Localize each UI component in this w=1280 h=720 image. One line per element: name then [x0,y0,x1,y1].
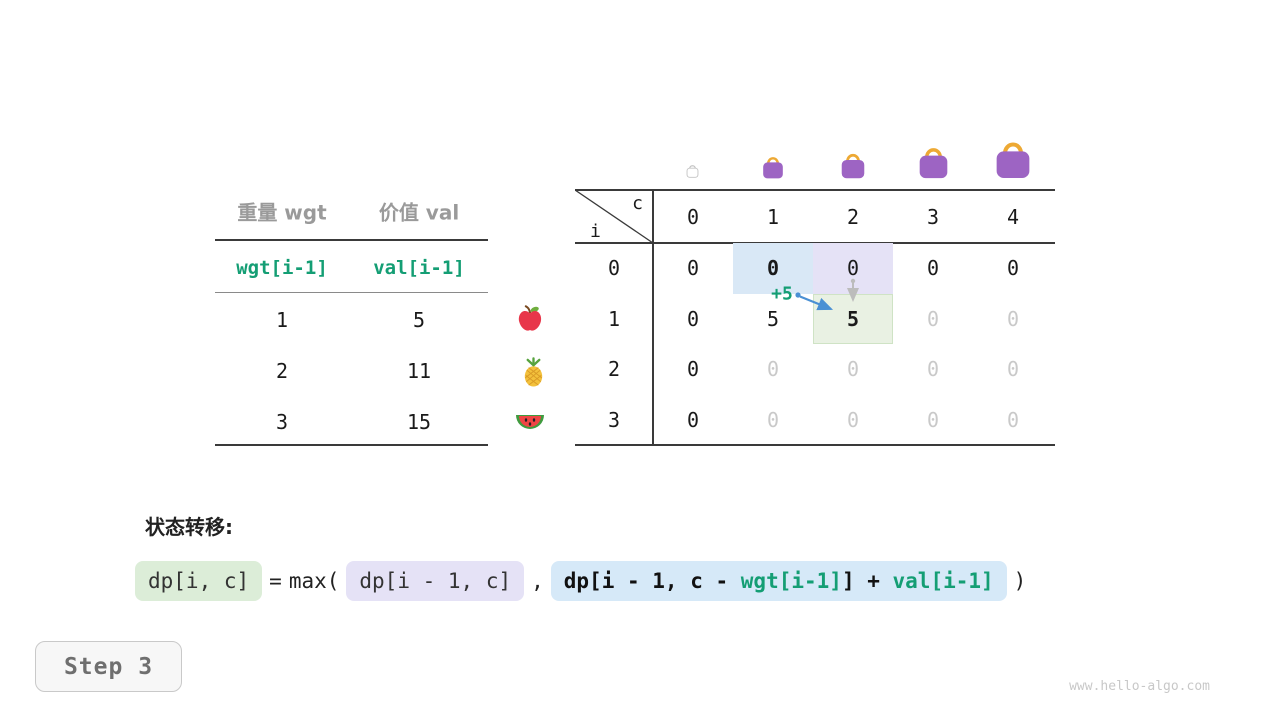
items-header-weight: 重量 wgt [237,200,327,225]
corner-label-i: i [590,221,601,242]
transition-annotation: +5 [771,283,793,305]
formula-arg1-box: dp[i - 1, c] [346,561,525,601]
items-table-header-rule [215,239,488,241]
dp-table-body: 0 0 0 0 0 0 5 5 0 0 0 0 0 0 0 0 0 0 0 0 [653,243,1053,445]
dp-row-header-0: 0 [607,256,621,281]
items-table-mid-rule [215,292,488,293]
dp-cell-0-4: 0 [1006,256,1020,281]
bag-outline-icon [686,165,699,178]
formula-arg2-box: dp[i - 1, c - wgt[i-1]] + val[i-1] [550,561,1007,601]
formula-comma: , [531,569,544,593]
formula-arg2-prefix: dp[i - 1, c - [563,569,741,593]
dp-cell-0-2: 0 [813,243,893,294]
watermark: www.hello-algo.com [1069,679,1210,694]
dp-cell-2-2: 0 [846,357,860,382]
dp-col-header-3: 3 [926,204,940,229]
dp-column-headers: 0 1 2 3 4 [653,190,1053,243]
formula-arg2-mid: ] + [841,569,893,593]
dp-cell-1-4: 0 [1006,306,1020,331]
apple-icon [518,305,542,331]
dp-cell-3-3: 0 [926,407,940,432]
item-row-wgt: 3 [275,410,289,434]
dp-cell-2-4: 0 [1006,357,1020,382]
item-row-wgt: 1 [275,308,289,332]
dp-row-header-3: 3 [607,407,621,432]
dp-cell-3-0: 0 [686,407,700,432]
dp-col-header-1: 1 [766,204,780,229]
step-badge: Step 3 [35,641,182,692]
formula-close-paren: ) [1013,569,1027,593]
step-badge-label: Step 3 [63,653,154,680]
watermelon-icon [516,415,544,429]
items-header-value: 价值 val [378,200,460,225]
state-transition-label: 状态转移: [145,515,233,539]
dp-cell-3-1: 0 [766,407,780,432]
dp-table-vertical-rule [652,190,654,445]
pineapple-icon [524,357,543,387]
bag-xlarge-icon [991,134,1035,179]
dp-col-header-2: 2 [846,204,860,229]
item-row-val: 11 [406,359,432,383]
dp-table-top-rule [575,189,1055,191]
item-row-val: 15 [406,410,432,434]
formula-equals: = [269,569,282,593]
dp-row-header-1: 1 [607,306,621,331]
bag-medium-icon [840,153,866,179]
items-formula-val: val[i-1] [373,257,465,279]
formula-lhs-box: dp[i, c] [135,561,263,601]
dp-cell-0-3: 0 [926,256,940,281]
dp-cell-1-1: 5 [766,306,780,331]
dp-row-headers: 0 1 2 3 [575,243,653,445]
dp-row-header-2: 2 [607,357,621,382]
dp-cell-2-1: 0 [766,357,780,382]
items-table-bottom-rule [215,444,488,446]
item-row-wgt: 2 [275,359,289,383]
dp-cell-1-3: 0 [926,306,940,331]
corner-diagonal-line [575,190,653,243]
dp-cell-2-3: 0 [926,357,940,382]
dp-table-bottom-rule [575,444,1055,446]
dp-corner-cell: c i [575,190,653,243]
formula-arg2-wgt: wgt[i-1] [740,569,842,593]
corner-label-c: c [632,193,643,214]
dp-cell-0-0: 0 [686,256,700,281]
dp-cell-3-2: 0 [846,407,860,432]
dp-cell-1-0: 0 [686,306,700,331]
item-row-val: 5 [412,308,426,332]
items-formula-wgt: wgt[i-1] [236,257,328,279]
dp-cell-1-2: 5 [813,293,893,344]
dp-col-header-0: 0 [686,204,700,229]
bag-small-icon [761,157,785,179]
dp-cell-3-4: 0 [1006,407,1020,432]
dp-cell-2-0: 0 [686,357,700,382]
formula-arg2-val: val[i-1] [892,569,994,593]
dp-table-header-rule [575,242,1055,244]
dp-cell-0-1: 0 [733,243,813,294]
state-transition-formula: dp[i, c] = max( dp[i - 1, c] , dp[i - 1,… [135,558,1026,604]
bag-large-icon [917,148,950,179]
dp-col-header-4: 4 [1006,204,1020,229]
formula-max-open: max( [288,569,340,593]
